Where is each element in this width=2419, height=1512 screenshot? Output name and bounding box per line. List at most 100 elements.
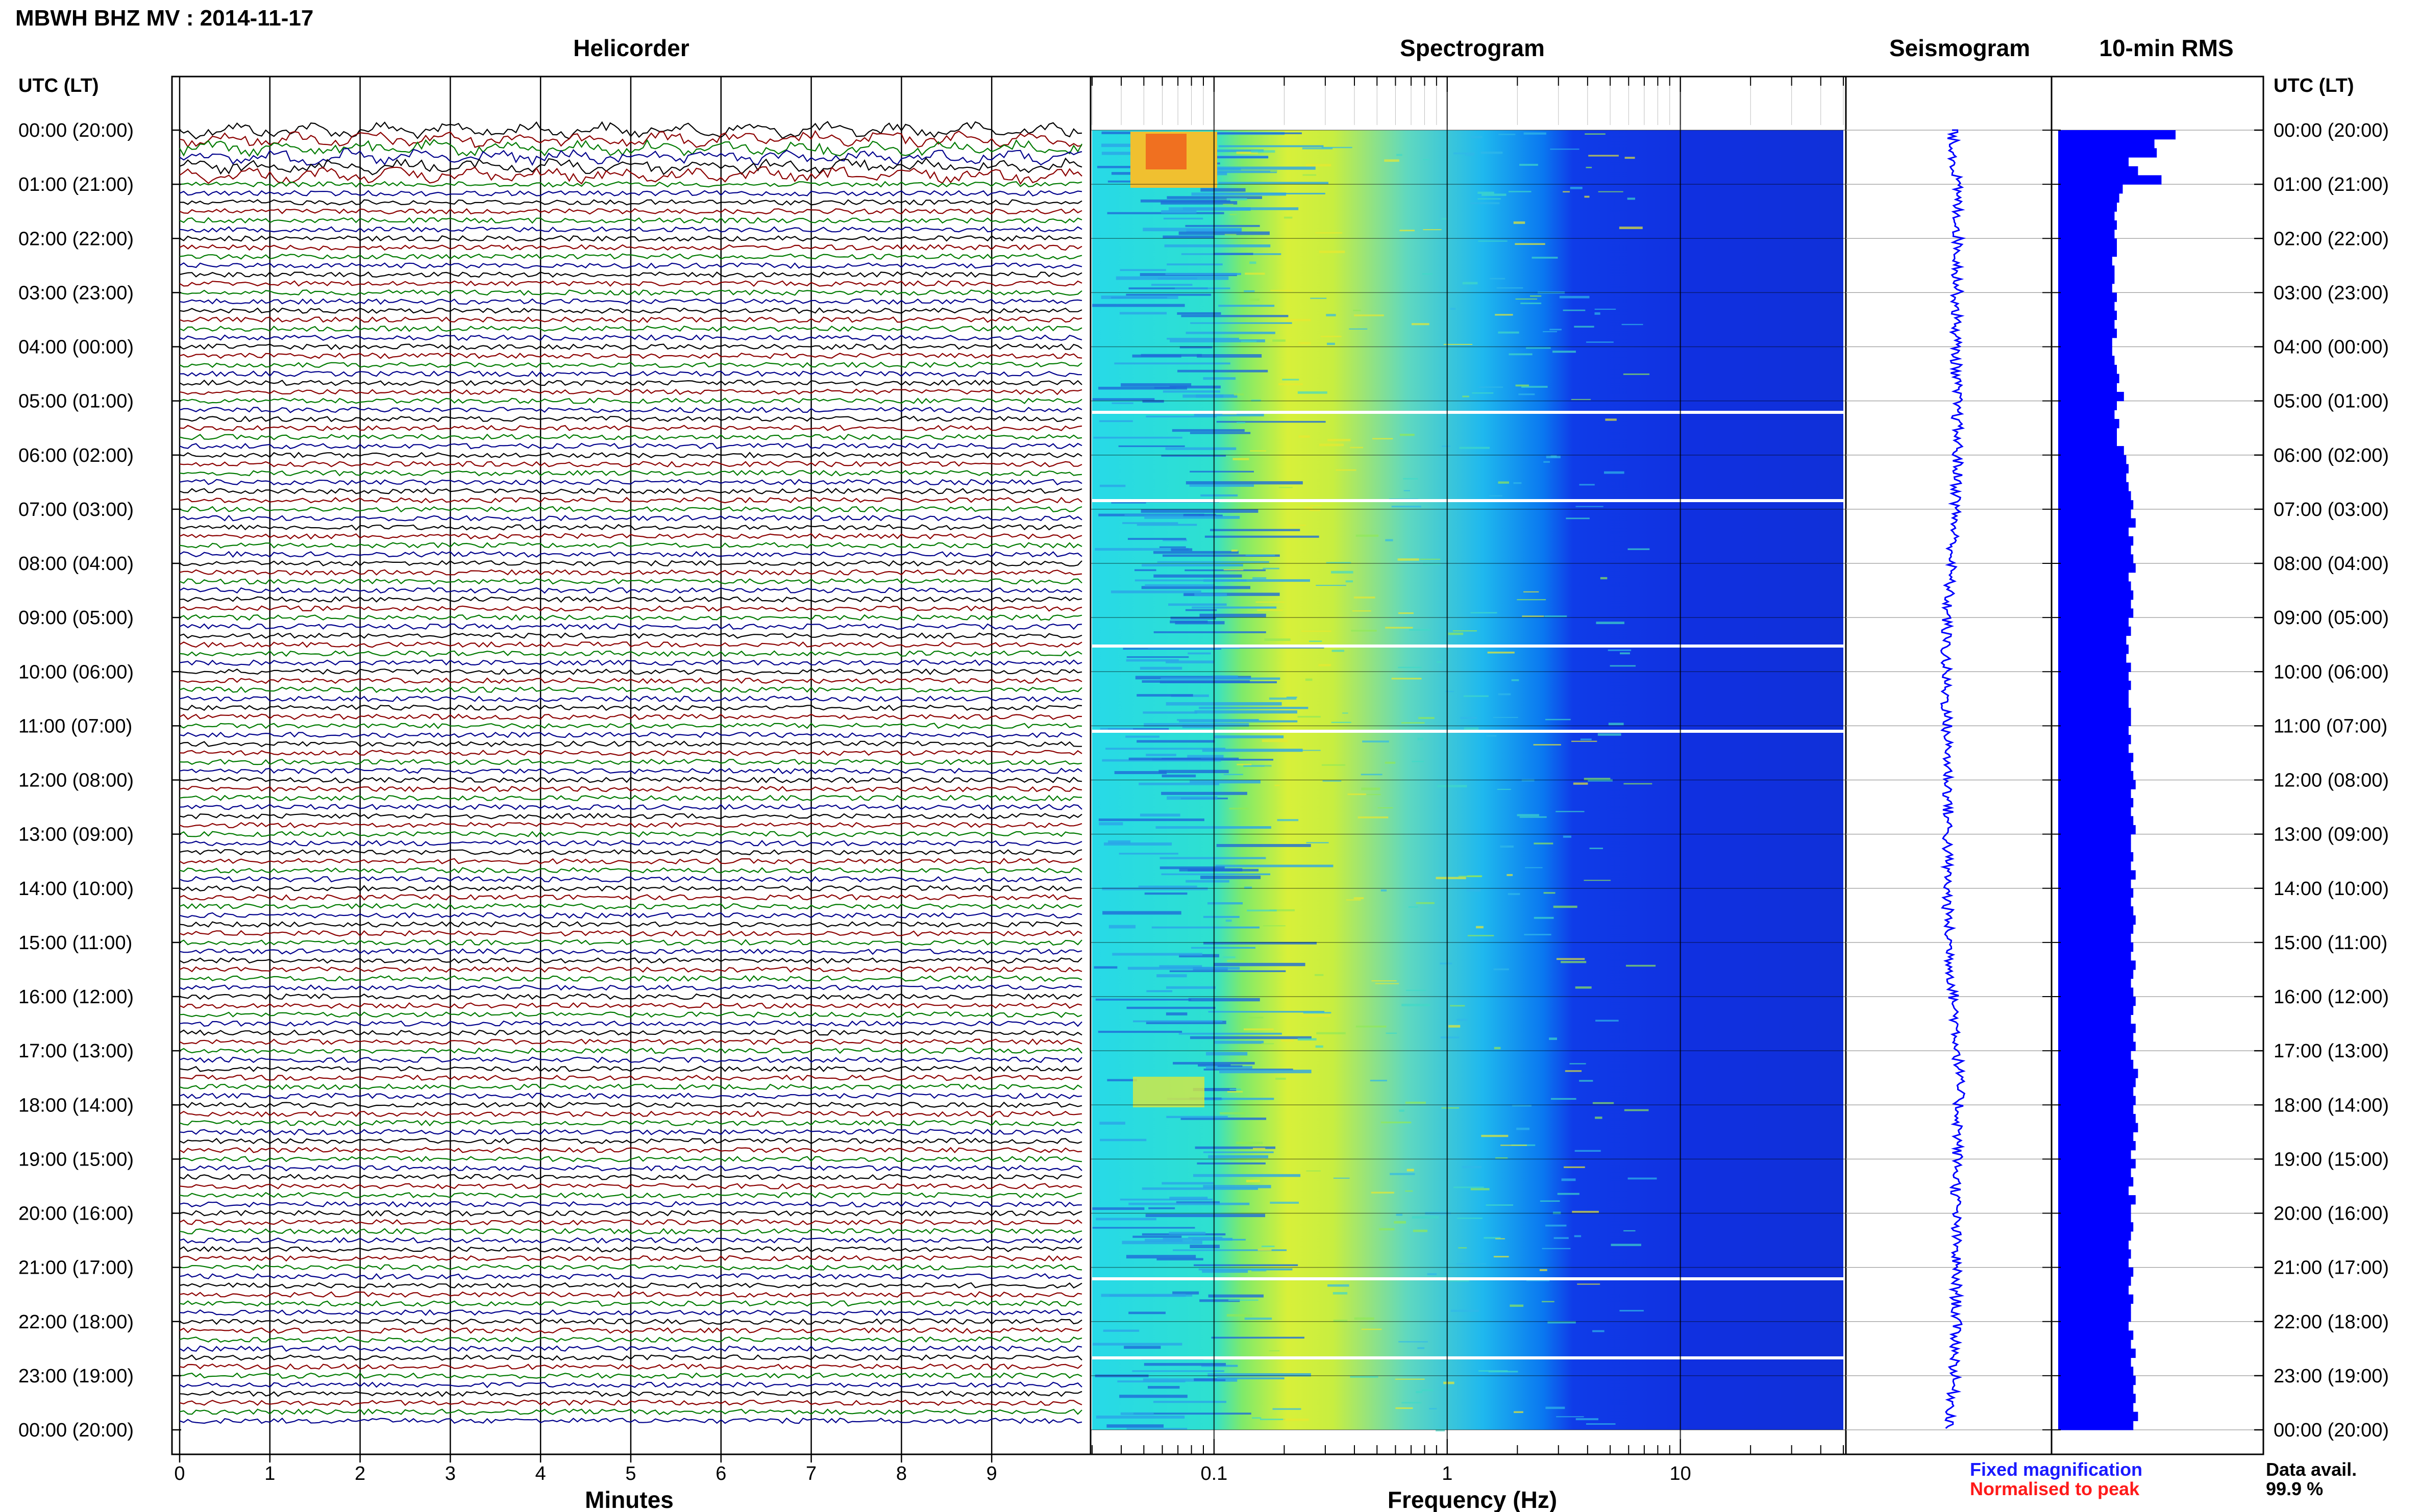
helicorder-trace <box>179 1318 1082 1325</box>
axis-header-left: UTC (LT) <box>18 75 99 96</box>
spectrogram-speckle <box>1297 391 1327 394</box>
hour-label-right: 01:00 (21:00) <box>2274 174 2389 195</box>
spectrogram-speckle <box>1561 961 1587 963</box>
spectrogram-speckle <box>1422 159 1430 160</box>
minute-tick-label: 4 <box>535 1463 546 1484</box>
spectrogram-speckle <box>1367 794 1381 796</box>
spectrogram-speckle <box>1327 342 1335 345</box>
helicorder-trace <box>179 181 1082 188</box>
rms-bar <box>2058 816 2134 826</box>
helicorder-trace <box>179 1137 1082 1145</box>
spectrogram-speckle <box>1542 1248 1571 1249</box>
helicorder-trace <box>179 867 1082 874</box>
rms-bar <box>2058 148 2157 158</box>
spectrogram-stripe <box>1186 880 1229 883</box>
spectrogram-speckle <box>1354 1317 1374 1320</box>
helicorder-trace <box>179 452 1082 459</box>
helicorder-trace <box>179 677 1082 684</box>
spectrogram-stripe <box>1144 1362 1226 1366</box>
hour-label-left: 06:00 (02:00) <box>18 445 134 466</box>
spectrogram-speckle <box>1353 309 1361 311</box>
spectrogram-stripe <box>1120 269 1166 271</box>
helicorder-trace <box>179 1282 1082 1289</box>
spectrogram-stripe <box>1125 735 1159 738</box>
spectrogram-stripe <box>1095 999 1192 1001</box>
spectrogram-speckle <box>1565 1070 1582 1072</box>
rms-bar <box>2058 978 2131 988</box>
spectrogram-speckle <box>1223 569 1244 571</box>
spectrogram-speckle <box>1412 760 1424 762</box>
spectrogram-speckle <box>1534 842 1553 845</box>
spectrogram-speckle <box>1537 291 1565 294</box>
spectrogram-stripe <box>1154 387 1176 389</box>
spectrogram-stripe <box>1207 1373 1311 1377</box>
spectrogram-speckle <box>1316 585 1346 586</box>
spectrogram-speckle <box>1459 447 1490 449</box>
spectrogram-speckle <box>1333 1320 1348 1322</box>
spectrogram-speckle <box>1283 1418 1309 1421</box>
spectrogram-speckle <box>1390 1173 1415 1175</box>
spectrogram-speckle <box>1509 353 1533 356</box>
spectrogram-stripe <box>1142 400 1164 403</box>
spectrogram-speckle <box>1370 1079 1387 1082</box>
helicorder-trace <box>179 614 1082 621</box>
spectrogram-stripe <box>1194 1264 1298 1267</box>
spectrogram-speckle <box>1457 1019 1467 1021</box>
spectrogram-speckle <box>1481 1134 1509 1137</box>
spectrogram-speckle <box>1274 784 1280 786</box>
rms-bar <box>2058 356 2115 365</box>
rms-bar <box>2058 1330 2134 1340</box>
rms-bar <box>2058 1113 2136 1124</box>
spectrogram-speckle <box>1495 1238 1505 1240</box>
hour-label-right: 00:00 (20:00) <box>2274 1420 2389 1441</box>
spectrogram-speckle <box>1515 243 1545 245</box>
spectrogram-speckle <box>1288 525 1306 526</box>
rms-bar <box>2058 1059 2134 1070</box>
spectrogram-speckle <box>1331 650 1345 652</box>
spectrogram-stripe <box>1112 953 1203 956</box>
spectrogram-stripe <box>1214 1040 1264 1044</box>
spectrogram-stripe <box>1172 1291 1199 1295</box>
spectrogram-speckle <box>1498 481 1509 484</box>
spectrogram-speckle <box>1596 622 1624 625</box>
spectrogram-speckle <box>1584 195 1590 198</box>
hour-label-left: 20:00 (16:00) <box>18 1203 134 1225</box>
helicorder-trace <box>179 1327 1082 1334</box>
helicorder-trace <box>179 912 1082 919</box>
helicorder-trace <box>179 695 1082 702</box>
spectrogram-speckle <box>1283 216 1293 219</box>
spectrogram-stripe <box>1153 631 1266 633</box>
spectrogram-stripe <box>1161 201 1238 205</box>
hour-label-left: 15:00 (11:00) <box>18 932 132 954</box>
spectrogram-data-gap <box>1092 411 1843 414</box>
spectrogram-stripe <box>1201 1365 1238 1367</box>
spectrogram-speckle <box>1508 191 1532 192</box>
spectrogram-speckle <box>1477 198 1501 200</box>
spectrogram-stripe <box>1205 1065 1252 1069</box>
spectrogram-speckle <box>1563 309 1586 311</box>
rms-bar <box>2058 1051 2131 1060</box>
spectrogram-speckle <box>1624 1109 1649 1111</box>
spectrogram-speckle <box>1316 1032 1346 1034</box>
rms-bar <box>2058 1078 2136 1087</box>
spectrogram-speckle <box>1517 599 1546 601</box>
spectrogram-stripe <box>1194 413 1264 416</box>
rms-bar <box>2058 635 2127 645</box>
spectrogram-speckle <box>1605 418 1617 421</box>
spectrogram-speckle <box>1519 164 1538 166</box>
helicorder-trace <box>179 831 1082 838</box>
helicorder-trace <box>179 569 1082 576</box>
spectrogram-speckle <box>1245 272 1265 275</box>
helicorder-trace <box>179 1255 1082 1262</box>
spectrogram-stripe <box>1170 616 1216 619</box>
spectrogram-stripe <box>1187 755 1224 758</box>
spectrogram-stripe <box>1108 925 1136 929</box>
spectrogram-speckle <box>1580 738 1592 740</box>
spectrogram-stripe <box>1158 770 1229 774</box>
helicorder-trace <box>179 1237 1082 1244</box>
spectrogram-speckle <box>1623 373 1650 375</box>
spectrogram-speckle <box>1561 1178 1576 1181</box>
helicorder-trace <box>179 921 1082 928</box>
spectrogram-stripe <box>1093 436 1182 439</box>
spectrogram-speckle <box>1463 695 1489 697</box>
